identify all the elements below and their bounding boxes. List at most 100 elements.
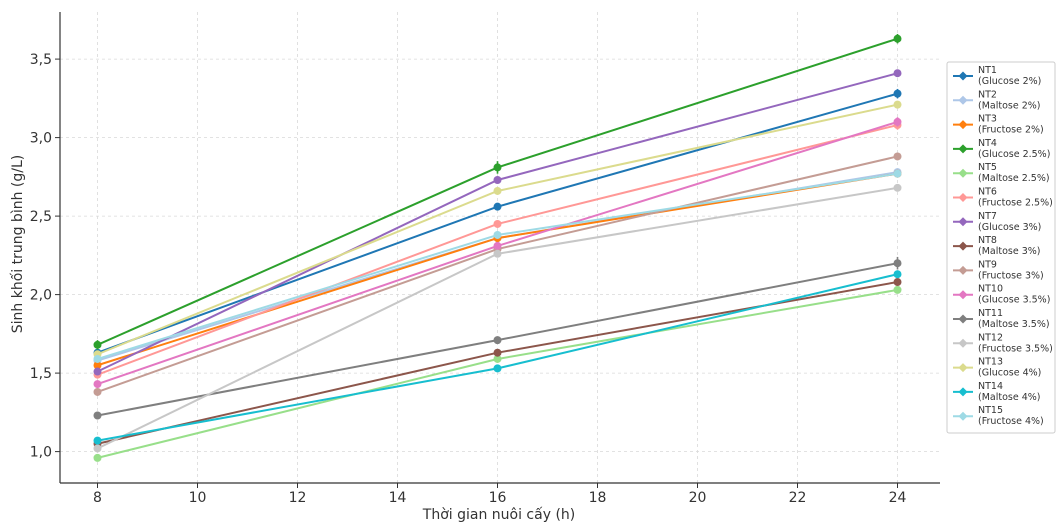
- legend-label: NT1: [978, 65, 997, 76]
- legend-label: NT15: [978, 405, 1003, 416]
- data-point: [893, 34, 902, 43]
- legend-item: NT11(Maltose 3.5%): [953, 308, 1050, 330]
- series-nt15: [93, 169, 902, 363]
- legend-item: NT3(Fructose 2%): [953, 114, 1044, 136]
- legend-item: NT8(Maltose 3%): [953, 235, 1041, 257]
- legend-sublabel: (Fructose 4%): [978, 416, 1044, 427]
- legend-sublabel: (Maltose 3%): [978, 246, 1041, 257]
- data-point: [493, 354, 502, 363]
- data-point: [93, 380, 102, 389]
- data-point: [93, 453, 102, 462]
- data-point: [893, 270, 902, 279]
- legend-sublabel: (Glucose 4%): [978, 368, 1041, 379]
- data-point: [493, 202, 502, 211]
- legend-swatch-marker: [958, 387, 968, 397]
- axes: [55, 12, 940, 488]
- data-point: [893, 117, 902, 126]
- series-nt12: [93, 183, 902, 453]
- data-point: [493, 348, 502, 357]
- legend-label: NT12: [978, 332, 1003, 343]
- legend-label: NT6: [978, 187, 997, 198]
- legend-sublabel: (Glucose 2.5%): [978, 149, 1050, 160]
- data-point: [893, 100, 902, 109]
- x-tick-label: 8: [93, 490, 102, 506]
- legend-label: NT3: [978, 114, 997, 125]
- data-point: [893, 259, 902, 268]
- data-point: [493, 336, 502, 345]
- legend-item: NT6(Fructose 2.5%): [953, 187, 1053, 209]
- legend-label: NT9: [978, 259, 997, 270]
- legend-sublabel: (Fructose 2%): [978, 125, 1044, 136]
- series-nt10: [93, 117, 902, 389]
- x-tick-label: 16: [489, 490, 507, 506]
- legend-label: NT7: [978, 211, 997, 222]
- data-point: [493, 364, 502, 373]
- legend-swatch-marker: [958, 338, 968, 348]
- data-series: [93, 33, 902, 462]
- legend-item: NT10(Glucose 3.5%): [953, 284, 1050, 306]
- legend-swatch-marker: [958, 363, 968, 373]
- data-point: [93, 367, 102, 376]
- legend-sublabel: (Glucose 3.5%): [978, 295, 1050, 306]
- legend-swatch-marker: [958, 144, 968, 154]
- data-point: [893, 278, 902, 287]
- data-point: [893, 89, 902, 98]
- legend-item: NT1(Glucose 2%): [953, 65, 1041, 87]
- legend-item: NT5(Maltose 2.5%): [953, 162, 1050, 184]
- data-point: [93, 387, 102, 396]
- x-tick-label: 22: [789, 490, 807, 506]
- y-tick-label: 2,0: [30, 288, 52, 304]
- grid-lines: [60, 12, 940, 483]
- legend-item: NT15(Fructose 4%): [953, 405, 1044, 427]
- series-nt14: [93, 270, 902, 445]
- series-nt4: [93, 33, 902, 350]
- legend-item: NT12(Fructose 3.5%): [953, 332, 1053, 354]
- x-tick-label: 14: [389, 490, 407, 506]
- y-tick-label: 1,0: [30, 445, 52, 461]
- data-point: [93, 436, 102, 445]
- legend-sublabel: (Fructose 2.5%): [978, 198, 1053, 209]
- legend-label: NT14: [978, 381, 1003, 392]
- series-nt11: [93, 256, 902, 420]
- x-tick-label: 18: [589, 490, 607, 506]
- legend-swatch-marker: [958, 265, 968, 275]
- data-point: [93, 361, 102, 370]
- legend-sublabel: (Maltose 2.5%): [978, 173, 1050, 184]
- data-point: [93, 354, 102, 363]
- legend-label: NT13: [978, 357, 1003, 368]
- x-tick-label: 20: [689, 490, 707, 506]
- data-point: [493, 219, 502, 228]
- legend: NT1(Glucose 2%)NT2(Maltose 2%)NT3(Fructo…: [946, 61, 1056, 434]
- legend-sublabel: (Glucose 3%): [978, 222, 1041, 233]
- y-axis-title: Sinh khối trung bình (g/L): [9, 155, 26, 334]
- data-point: [493, 249, 502, 258]
- y-tick-label: 3,0: [30, 131, 52, 147]
- data-point: [893, 69, 902, 78]
- legend-item: NT14(Maltose 4%): [953, 381, 1041, 403]
- y-tick-label: 2,5: [30, 209, 52, 225]
- legend-sublabel: (Maltose 4%): [978, 392, 1041, 403]
- data-point: [493, 186, 502, 195]
- legend-label: NT4: [978, 138, 997, 149]
- legend-swatch-marker: [958, 193, 968, 202]
- legend-box: [946, 61, 1056, 434]
- legend-swatch-marker: [958, 95, 968, 105]
- x-tick-label: 12: [289, 490, 307, 506]
- x-axis-title: Thời gian nuôi cấy (h): [422, 507, 575, 523]
- series-nt7: [93, 69, 902, 376]
- data-point: [493, 230, 502, 239]
- data-point: [893, 152, 902, 161]
- legend-label: NT10: [978, 284, 1003, 295]
- tick-labels: 8 10 12 14 16 18 20 22 24 1,0 1,5 2,0 2,5 3,0 3,5: [30, 52, 907, 506]
- legend-label: NT11: [978, 308, 1003, 319]
- legend-swatch-marker: [958, 71, 968, 81]
- data-point: [93, 411, 102, 420]
- data-point: [93, 444, 102, 453]
- legend-item: NT9(Fructose 3%): [953, 259, 1044, 281]
- legend-swatch-marker: [958, 168, 968, 178]
- legend-item: NT2(Maltose 2%): [953, 89, 1041, 111]
- legend-item: NT13(Glucose 4%): [953, 357, 1041, 379]
- data-point: [493, 163, 502, 172]
- data-point: [893, 169, 902, 178]
